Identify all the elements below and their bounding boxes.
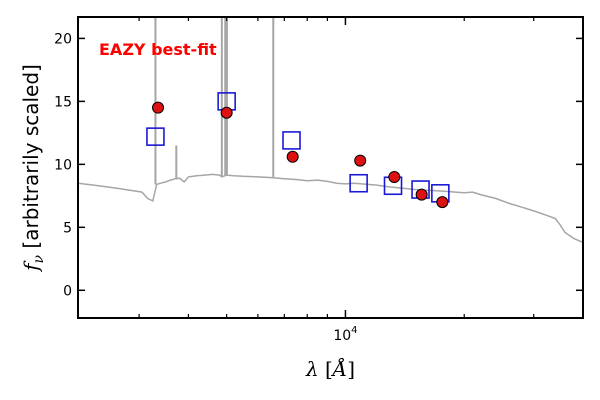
y-tick-label: 15 [54, 94, 72, 110]
observed-flux-point [220, 106, 233, 119]
annotation-label: EAZY best-fit [99, 40, 217, 59]
template-spectrum-line [78, 173, 583, 244]
x-axis-label: λ [Å] [305, 356, 355, 381]
model-flux-square [146, 127, 165, 146]
plot-area [78, 17, 583, 244]
model-flux-square [349, 173, 368, 193]
x-tick-label: 104 [333, 325, 357, 344]
y-tick-label: 5 [63, 220, 72, 236]
plot-frame [77, 16, 584, 319]
observed-flux-point [436, 196, 449, 209]
axis-ticks: 0 5 10 15 20 104 [54, 17, 583, 344]
model-flux-square [282, 131, 301, 150]
y-tick-label: 20 [54, 31, 72, 47]
observed-flux-point [286, 150, 299, 163]
y-axis-label: fν [arbitrarily scaled] [19, 64, 47, 273]
observed-flux-point [415, 188, 428, 201]
observed-flux-point [354, 154, 367, 167]
y-tick-label: 0 [63, 283, 72, 299]
observed-flux-point [388, 170, 401, 183]
observed-flux-point [152, 101, 165, 114]
y-tick-label: 10 [54, 157, 72, 173]
